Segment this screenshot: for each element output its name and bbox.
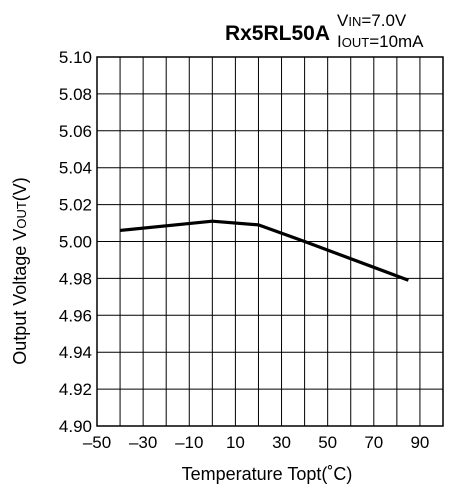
y-tick-label: 4.94 <box>59 343 92 362</box>
condition-vin: VIN=7.0V <box>337 11 407 30</box>
plot-border <box>96 56 444 427</box>
x-tick-label: 50 <box>318 433 337 452</box>
x-tick-label: 10 <box>226 433 245 452</box>
x-axis-label: Temperature Topt(˚C) <box>182 464 353 484</box>
y-tick-label: 4.98 <box>59 269 92 288</box>
x-tick-label: –50 <box>83 433 111 452</box>
y-tick-label: 5.00 <box>59 233 92 252</box>
horizontal-gridlines <box>97 93 443 390</box>
y-tick-label: 5.04 <box>59 159 92 178</box>
y-tick-label: 4.90 <box>59 417 92 436</box>
y-tick-label: 4.96 <box>59 306 92 325</box>
y-tick-label: 4.92 <box>59 380 92 399</box>
y-tick-label: 5.10 <box>59 48 92 67</box>
y-tick-labels: 4.90 4.92 4.94 4.96 4.98 5.00 5.02 5.04 5.06 5.08… <box>59 48 92 436</box>
y-tick-label: 5.02 <box>59 196 92 215</box>
x-tick-labels: –50 –30 –10 10 30 50 70 90 <box>83 433 430 452</box>
y-tick-label: 5.08 <box>59 85 92 104</box>
series-layer <box>119 219 409 282</box>
y-tick-label: 5.06 <box>59 122 92 141</box>
x-tick-label: 30 <box>272 433 291 452</box>
plot-frame <box>96 56 444 427</box>
vout-series-line <box>119 219 409 282</box>
chart-title: Rx5RL50A <box>225 22 330 45</box>
x-tick-label: 70 <box>364 433 383 452</box>
x-tick-label: –30 <box>129 433 157 452</box>
y-axis-label: Output Voltage VOUT(V) <box>10 177 30 365</box>
condition-iout: IOUT=10mA <box>337 32 424 51</box>
x-tick-label: 90 <box>410 433 429 452</box>
x-tick-label: –10 <box>175 433 203 452</box>
